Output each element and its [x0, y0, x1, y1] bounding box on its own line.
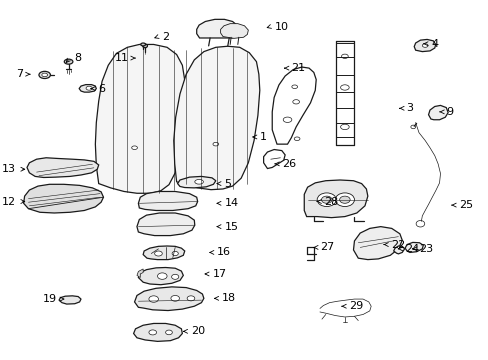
Ellipse shape: [142, 44, 147, 48]
Ellipse shape: [339, 196, 349, 203]
Polygon shape: [427, 105, 447, 120]
Text: 2: 2: [162, 32, 169, 41]
Ellipse shape: [294, 137, 299, 140]
Polygon shape: [353, 226, 402, 260]
Ellipse shape: [410, 125, 415, 129]
Polygon shape: [95, 44, 185, 193]
Polygon shape: [304, 180, 367, 218]
Ellipse shape: [149, 330, 156, 335]
Ellipse shape: [212, 142, 218, 146]
Text: 5: 5: [224, 179, 231, 189]
Text: 1: 1: [260, 132, 267, 142]
Polygon shape: [133, 323, 182, 341]
Polygon shape: [79, 85, 96, 92]
Ellipse shape: [341, 54, 347, 58]
Polygon shape: [393, 246, 404, 254]
Text: 16: 16: [217, 247, 231, 257]
Ellipse shape: [292, 100, 299, 104]
Ellipse shape: [157, 273, 167, 279]
Ellipse shape: [283, 117, 291, 122]
Polygon shape: [137, 269, 143, 278]
Text: 25: 25: [458, 200, 472, 210]
Ellipse shape: [171, 274, 179, 279]
Polygon shape: [146, 193, 153, 200]
Text: 8: 8: [74, 53, 81, 63]
Text: 18: 18: [222, 293, 236, 303]
Text: 21: 21: [291, 63, 305, 73]
Text: 10: 10: [274, 22, 288, 32]
Text: 6: 6: [98, 84, 104, 94]
Polygon shape: [138, 192, 197, 211]
Ellipse shape: [141, 43, 145, 46]
Text: 28: 28: [323, 197, 337, 207]
Text: 13: 13: [2, 164, 16, 174]
Ellipse shape: [187, 296, 194, 301]
Polygon shape: [138, 267, 183, 285]
Polygon shape: [23, 184, 103, 213]
Text: 22: 22: [390, 239, 404, 249]
Ellipse shape: [170, 296, 179, 301]
Text: 4: 4: [430, 39, 437, 49]
Text: 17: 17: [212, 269, 226, 279]
Polygon shape: [173, 46, 259, 190]
Ellipse shape: [422, 44, 427, 47]
Ellipse shape: [172, 251, 178, 256]
Text: 7: 7: [16, 69, 23, 79]
Ellipse shape: [154, 251, 162, 256]
Ellipse shape: [340, 124, 348, 130]
Ellipse shape: [335, 193, 354, 207]
Ellipse shape: [149, 296, 158, 302]
Ellipse shape: [64, 59, 73, 64]
Text: 14: 14: [224, 198, 238, 208]
Ellipse shape: [86, 86, 92, 90]
Ellipse shape: [340, 85, 348, 90]
Ellipse shape: [42, 73, 47, 77]
Text: 29: 29: [348, 301, 362, 311]
Text: 27: 27: [319, 242, 334, 252]
Text: 19: 19: [42, 294, 57, 304]
Polygon shape: [220, 24, 248, 39]
Polygon shape: [27, 158, 99, 177]
Text: 20: 20: [191, 326, 204, 336]
Ellipse shape: [291, 85, 297, 89]
Text: 15: 15: [224, 222, 238, 231]
Ellipse shape: [131, 146, 137, 149]
Ellipse shape: [39, 71, 50, 78]
Text: 3: 3: [405, 103, 412, 113]
Text: 26: 26: [281, 159, 295, 169]
Polygon shape: [59, 296, 81, 304]
Polygon shape: [196, 19, 238, 38]
Text: 11: 11: [114, 53, 128, 63]
Text: 12: 12: [2, 197, 16, 207]
Polygon shape: [143, 246, 184, 260]
Ellipse shape: [194, 180, 203, 184]
Polygon shape: [404, 242, 423, 252]
Polygon shape: [134, 287, 203, 311]
Ellipse shape: [321, 196, 331, 203]
Polygon shape: [413, 40, 435, 51]
Ellipse shape: [317, 193, 336, 207]
Text: 24: 24: [404, 244, 419, 254]
Text: 23: 23: [419, 244, 433, 254]
Polygon shape: [177, 176, 215, 188]
Polygon shape: [137, 213, 194, 235]
Ellipse shape: [165, 330, 172, 335]
Text: 9: 9: [446, 107, 453, 117]
